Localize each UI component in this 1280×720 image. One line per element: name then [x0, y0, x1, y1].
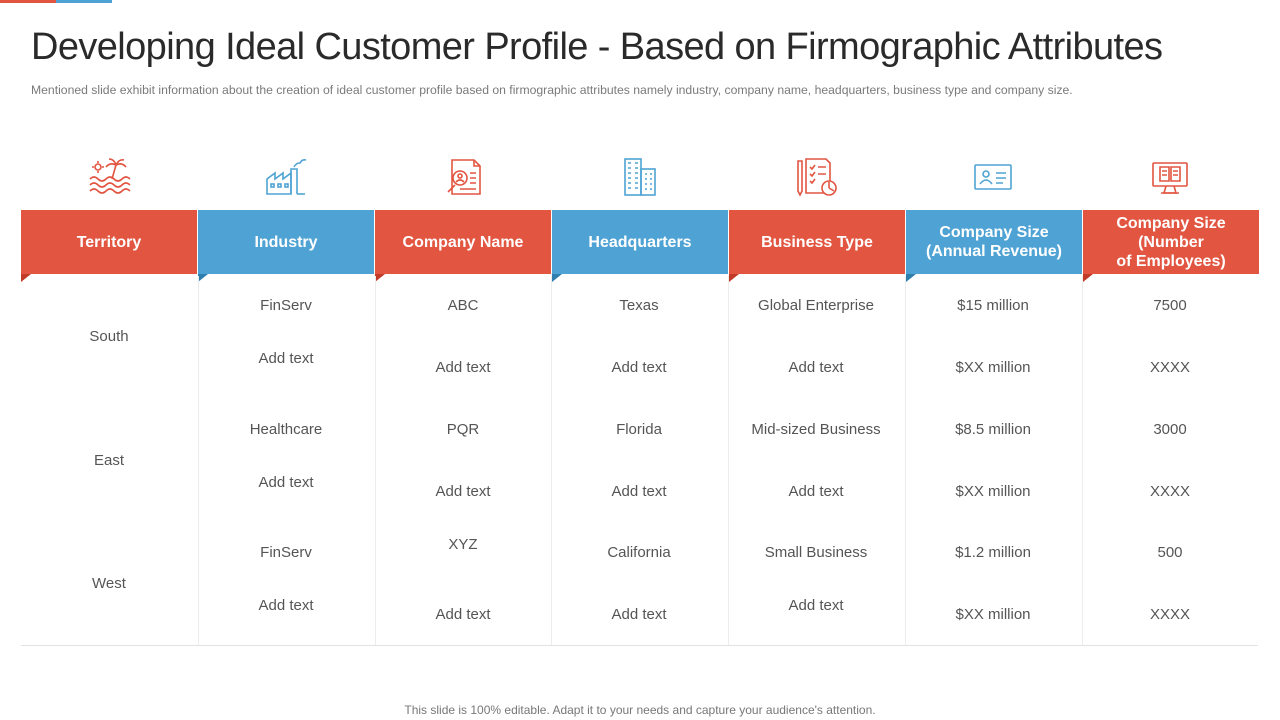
column-divider [551, 276, 552, 645]
revenue-cell: $XX million [955, 606, 1031, 623]
company-name-cell: Add text [435, 483, 491, 500]
industry-icon-cell [198, 154, 374, 200]
business-type-cell: Mid-sized Business [751, 421, 881, 438]
slide-title: Developing Ideal Customer Profile - Base… [31, 26, 1163, 68]
headquarters-cell: Florida [616, 421, 662, 438]
column-divider [1082, 276, 1083, 645]
header-label: Company Name [402, 233, 524, 251]
employees-cell: XXXX [1149, 606, 1191, 623]
industry-cell: FinServ [260, 297, 312, 314]
accent-bar-blue [56, 0, 112, 3]
territory-cell: East [93, 452, 124, 469]
header-label: Company Size (Number of Employees) [1116, 214, 1226, 270]
business-type-cell: Add text [788, 359, 844, 376]
industry-cell: FinServ [260, 544, 312, 561]
territory-icon-cell [21, 154, 197, 200]
header-label: Business Type [761, 233, 873, 251]
employees-cell: 500 [1157, 544, 1183, 561]
business-type-icon-cell [729, 154, 905, 200]
column-divider [375, 276, 376, 645]
footer-note: This slide is 100% editable. Adapt it to… [404, 703, 876, 717]
id-document-search-icon [447, 159, 481, 195]
header-company-name: Company Name [375, 210, 551, 282]
business-type-cell: Add text [788, 597, 844, 614]
factory-icon [266, 159, 307, 195]
office-building-icon [624, 158, 656, 196]
column-divider [905, 276, 906, 645]
industry-cell: Add text [258, 474, 314, 491]
industry-cell: Healthcare [249, 421, 323, 438]
business-type-cell: Add text [788, 483, 844, 500]
revenue-cell: $XX million [955, 359, 1031, 376]
company-name-cell: XYZ [448, 536, 478, 553]
clipboard-chart-icon [797, 158, 837, 197]
column-divider [198, 276, 199, 645]
revenue-icon-cell [905, 154, 1081, 200]
slide-subtitle: Mentioned slide exhibit information abou… [31, 83, 1073, 97]
revenue-cell: $XX million [955, 483, 1031, 500]
employees-cell: XXXX [1149, 359, 1191, 376]
revenue-cell: $1.2 million [955, 544, 1031, 561]
revenue-cell: $15 million [957, 297, 1029, 314]
business-type-cell: Global Enterprise [758, 297, 874, 314]
header-label: Territory [76, 233, 142, 251]
company-name-cell: Add text [435, 606, 491, 623]
employees-cell: 7500 [1153, 297, 1187, 314]
header-company-size-revenue: Company Size (Annual Revenue) [906, 210, 1082, 282]
business-type-cell: Small Business [764, 544, 868, 561]
computer-monitor-icon [1152, 162, 1188, 194]
header-label: Company Size (Annual Revenue) [925, 224, 1062, 260]
header-company-size-employees: Company Size (Number of Employees) [1083, 210, 1259, 282]
company-name-cell: Add text [435, 359, 491, 376]
header-territory: Territory [21, 210, 197, 282]
headquarters-cell: Add text [611, 606, 667, 623]
industry-cell: Add text [258, 597, 314, 614]
headquarters-cell: Add text [611, 483, 667, 500]
revenue-cell: $8.5 million [955, 421, 1031, 438]
territory-cell: West [92, 575, 126, 592]
headquarters-cell: Texas [619, 297, 659, 314]
table-bottom-border [21, 645, 1258, 646]
company-name-cell: PQR [446, 421, 480, 438]
company-name-icon-cell [375, 154, 551, 200]
header-industry: Industry [198, 210, 374, 282]
header-headquarters: Headquarters [552, 210, 728, 282]
header-label: Headquarters [588, 233, 692, 251]
wave-palm-icon [89, 158, 131, 194]
id-card-icon [974, 164, 1012, 190]
header-label: Industry [254, 233, 318, 251]
employees-icon-cell [1082, 154, 1258, 200]
territory-cell: South [89, 328, 129, 345]
accent-bar-red [0, 0, 56, 3]
headquarters-cell: California [607, 544, 671, 561]
headquarters-cell: Add text [611, 359, 667, 376]
employees-cell: 3000 [1153, 421, 1187, 438]
header-business-type: Business Type [729, 210, 905, 282]
company-name-cell: ABC [447, 297, 479, 314]
employees-cell: XXXX [1149, 483, 1191, 500]
industry-cell: Add text [258, 350, 314, 367]
headquarters-icon-cell [552, 154, 728, 200]
column-divider [728, 276, 729, 645]
